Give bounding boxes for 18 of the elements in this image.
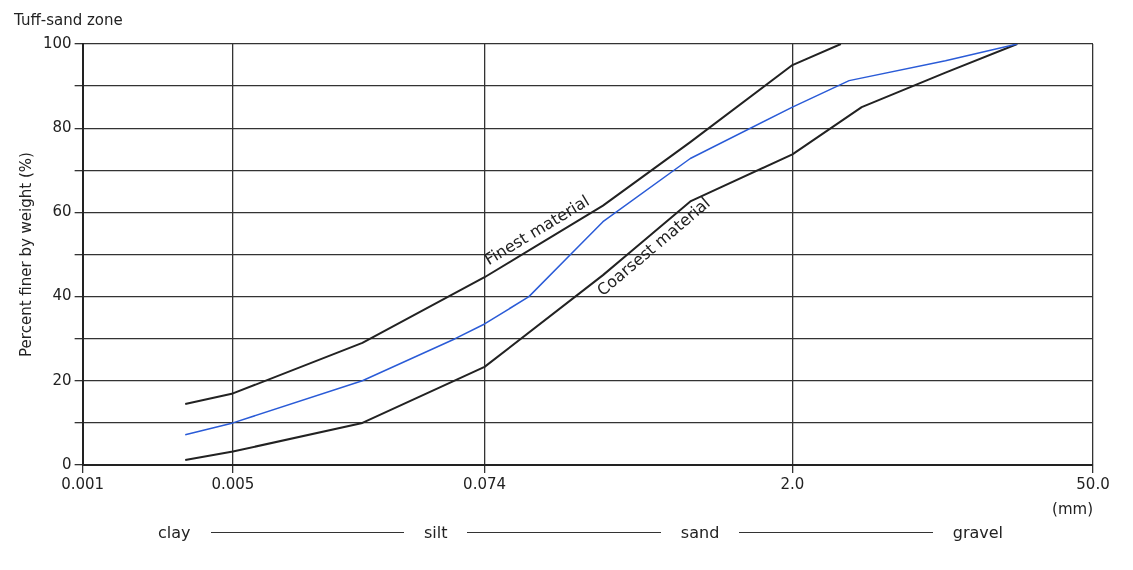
text: silt <box>423 523 448 542</box>
y-tick-label: 100 <box>42 33 72 52</box>
y-tick-label: 20 <box>52 370 72 389</box>
text: clay <box>158 523 191 542</box>
x-tick-label: 2.0 <box>780 474 805 493</box>
x-tick-label: 0.074 <box>463 474 507 493</box>
y-tick-label: 0 <box>62 454 72 473</box>
y-tick-label: 80 <box>52 118 72 137</box>
x-tick-label: 0.005 <box>211 474 255 493</box>
x-tick-label: 0.001 <box>61 474 105 493</box>
text: gravel <box>952 523 1004 542</box>
y-tick-label: 40 <box>52 286 72 305</box>
y-tick-label: 60 <box>52 202 72 221</box>
text: sand <box>680 523 720 542</box>
chart-title: Tuff-sand zone <box>13 10 123 29</box>
y-axis-title: Percent finer by weight (%) <box>16 152 35 357</box>
x-tick-label: 50.0 <box>1076 474 1110 493</box>
x-axis-title: (mm) <box>1052 499 1093 518</box>
